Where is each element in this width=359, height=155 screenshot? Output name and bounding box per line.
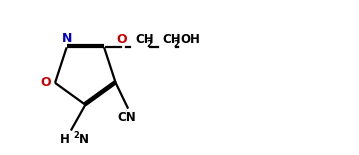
- Text: 2: 2: [73, 131, 79, 140]
- Text: 2: 2: [146, 40, 152, 49]
- Text: CN: CN: [117, 111, 136, 124]
- Text: OH: OH: [180, 33, 200, 46]
- Text: CH: CH: [162, 33, 181, 46]
- Text: H: H: [60, 133, 69, 146]
- Text: N: N: [61, 32, 72, 45]
- Text: N: N: [78, 133, 88, 146]
- Text: CH: CH: [135, 33, 154, 46]
- Text: O: O: [117, 33, 127, 46]
- Text: O: O: [41, 76, 51, 89]
- Text: 2: 2: [173, 40, 179, 49]
